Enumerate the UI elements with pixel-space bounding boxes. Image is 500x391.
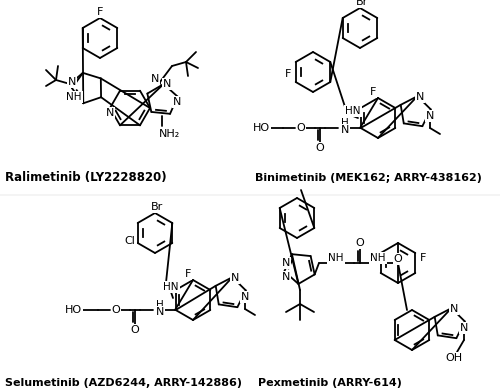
Text: F: F xyxy=(285,69,291,79)
Text: N: N xyxy=(156,307,164,317)
Text: O: O xyxy=(130,325,140,335)
Text: N: N xyxy=(416,92,424,102)
Text: Binimetinib (MEK162; ARRY-438162): Binimetinib (MEK162; ARRY-438162) xyxy=(255,173,482,183)
Text: NH₂: NH₂ xyxy=(160,129,180,139)
Text: N: N xyxy=(163,79,171,89)
Text: O: O xyxy=(356,238,364,248)
Text: NH: NH xyxy=(66,92,82,102)
Text: N: N xyxy=(341,125,349,135)
Text: HO: HO xyxy=(252,123,270,133)
Text: H: H xyxy=(156,300,164,310)
Text: N: N xyxy=(426,111,434,121)
Text: N: N xyxy=(231,273,239,283)
Text: F: F xyxy=(97,7,103,17)
Text: N: N xyxy=(151,74,159,84)
Text: N: N xyxy=(450,304,458,314)
Text: O: O xyxy=(296,123,306,133)
Text: H: H xyxy=(341,118,349,128)
Text: OH: OH xyxy=(446,353,462,363)
Text: N: N xyxy=(173,97,181,107)
Text: N: N xyxy=(106,108,114,118)
Text: HN: HN xyxy=(345,106,361,116)
Text: N: N xyxy=(241,292,249,302)
Text: Br: Br xyxy=(356,0,368,7)
Text: O: O xyxy=(394,254,402,264)
Text: NH: NH xyxy=(370,253,386,263)
Text: Ralimetinib (LY2228820): Ralimetinib (LY2228820) xyxy=(5,172,166,185)
Text: F: F xyxy=(420,253,426,263)
Text: F: F xyxy=(185,269,191,279)
Text: Selumetinib (AZD6244, ARRY-142886): Selumetinib (AZD6244, ARRY-142886) xyxy=(5,378,242,388)
Text: HN: HN xyxy=(163,282,179,292)
Text: O: O xyxy=(112,305,120,315)
Text: Pexmetinib (ARRY-614): Pexmetinib (ARRY-614) xyxy=(258,378,402,388)
Text: N: N xyxy=(282,272,290,282)
Text: Cl: Cl xyxy=(124,236,136,246)
Text: N: N xyxy=(460,323,468,333)
Text: NH: NH xyxy=(328,253,344,263)
Text: O: O xyxy=(316,143,324,153)
Text: N: N xyxy=(282,258,290,268)
Text: N: N xyxy=(68,77,76,87)
Text: Br: Br xyxy=(151,202,163,212)
Text: HO: HO xyxy=(64,305,82,315)
Text: F: F xyxy=(370,87,376,97)
